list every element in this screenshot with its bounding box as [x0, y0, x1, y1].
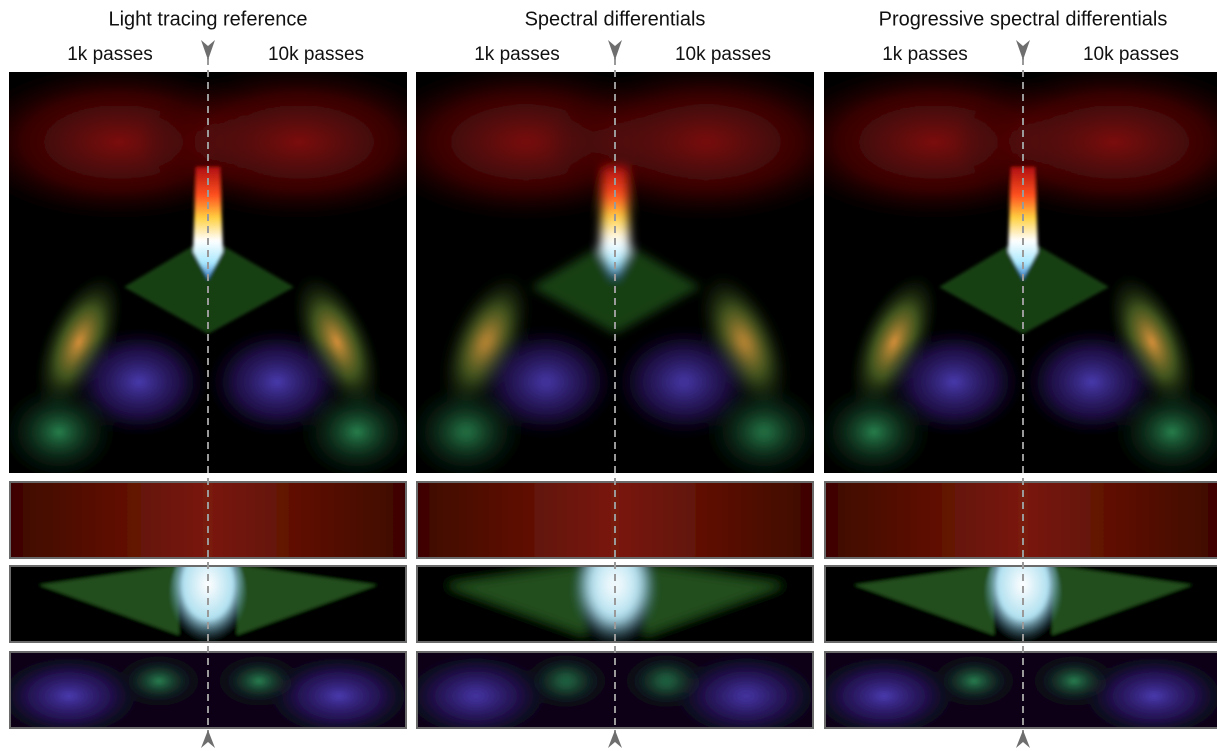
green-blob: [119, 656, 199, 706]
green-wedge: [1052, 565, 1192, 635]
green-caustic: [1112, 382, 1217, 473]
violet-blob: [9, 656, 139, 729]
render-content: [9, 72, 407, 473]
green-glow: [939, 237, 1109, 334]
green-blob: [526, 656, 606, 706]
left-label: 1k passes: [474, 44, 560, 65]
green-wedge: [237, 565, 377, 635]
light-cone: [1008, 167, 1038, 280]
main-render: [9, 72, 407, 473]
detail-strip: [9, 651, 407, 729]
green-blob: [934, 656, 1014, 706]
green-wedge: [644, 565, 784, 635]
warm-caustic: [699, 272, 789, 412]
green-glow: [531, 237, 701, 334]
green-caustic: [704, 382, 814, 473]
green-caustic: [416, 382, 526, 473]
right-label: 10k passes: [1083, 44, 1179, 65]
split-arrow: [201, 730, 215, 748]
violet-blob: [1084, 656, 1217, 729]
warm-caustic: [441, 272, 531, 412]
green-glow: [124, 237, 294, 334]
violet-blob: [269, 656, 407, 729]
strip-content: [9, 651, 407, 729]
violet-blob: [416, 656, 546, 729]
red-haze: [546, 72, 814, 222]
render-content: [416, 72, 814, 473]
left-label: 1k passes: [67, 44, 153, 65]
detail-strip: [824, 565, 1217, 643]
green-wedge: [446, 565, 586, 635]
main-render: [824, 72, 1217, 473]
green-blob: [219, 656, 299, 706]
warm-caustic: [292, 272, 382, 412]
green-blob: [626, 656, 706, 706]
right-label: 10k passes: [268, 44, 364, 65]
green-caustic: [297, 382, 407, 473]
green-wedge: [854, 565, 994, 635]
warm-caustic: [1107, 272, 1197, 412]
strip-content: [824, 565, 1217, 643]
light-cone: [193, 167, 223, 280]
red-haze: [139, 72, 407, 222]
split-arrow: [201, 40, 215, 60]
warm-caustic: [34, 272, 124, 412]
split-arrow: [608, 40, 622, 60]
detail-strip: [824, 481, 1217, 559]
split-arrow: [1016, 730, 1030, 748]
split-arrow: [1016, 40, 1030, 60]
detail-strip: [824, 651, 1217, 729]
split-arrow: [608, 730, 622, 748]
panel-title: Light tracing reference: [108, 8, 307, 30]
light-cone: [600, 167, 630, 280]
violet-blob: [824, 656, 954, 729]
strip-content: [824, 481, 1217, 559]
right-label: 10k passes: [675, 44, 771, 65]
green-caustic: [9, 382, 119, 473]
panel-title: Progressive spectral differentials: [879, 8, 1168, 30]
warm-caustic: [849, 272, 939, 412]
green-blob: [1034, 656, 1114, 706]
strip-fill: [824, 481, 1217, 559]
render-content: [824, 72, 1217, 473]
strip-content: [824, 651, 1217, 729]
green-caustic: [824, 382, 934, 473]
left-label: 1k passes: [882, 44, 968, 65]
violet-blob: [676, 656, 814, 729]
panel-title: Spectral differentials: [525, 8, 706, 30]
green-wedge: [39, 565, 179, 635]
